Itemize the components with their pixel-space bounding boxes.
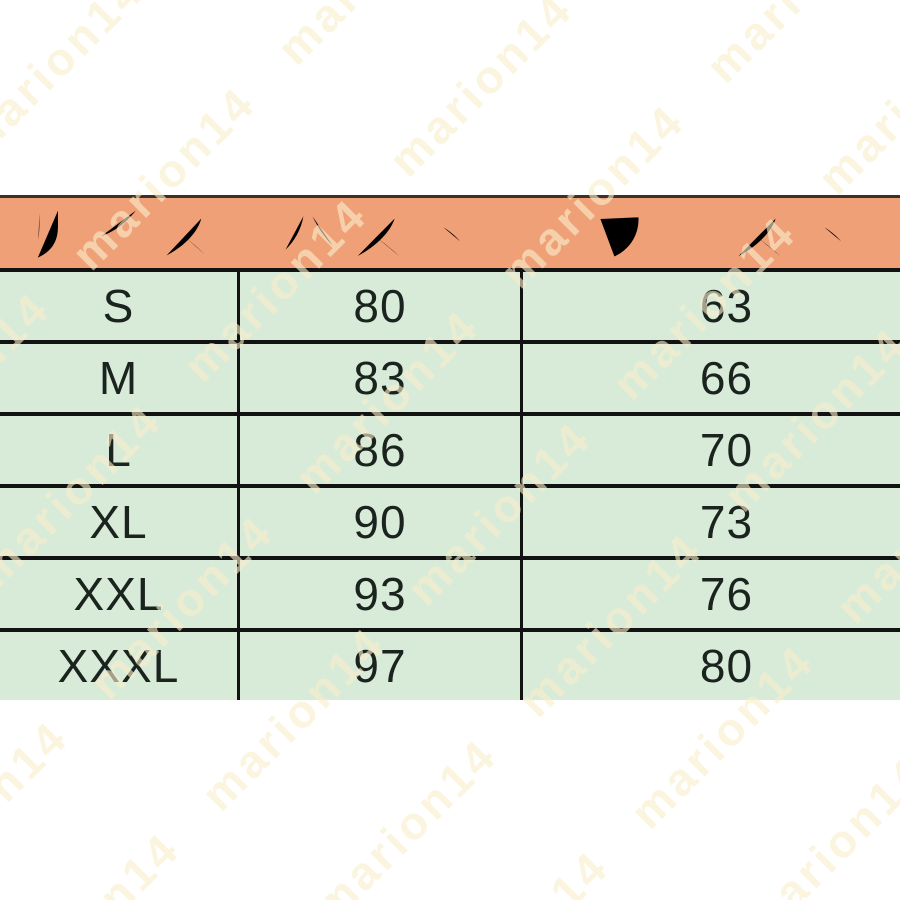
katakana-u-glyph — [592, 204, 648, 262]
size-chart-table: S 80 63 M 83 66 L 86 70 XL 90 73 XXL 93 … — [0, 195, 900, 700]
size-cell: XXXL — [57, 640, 180, 692]
column-header-waist — [520, 198, 900, 268]
katakana-zu-glyph — [161, 204, 217, 262]
bust-cell: 90 — [237, 488, 520, 556]
table-row: M 83 66 — [0, 344, 900, 416]
waist-cell: 70 — [520, 416, 900, 484]
bust-cell: 80 — [237, 272, 520, 340]
katakana-su-glyph — [732, 204, 788, 262]
table-row: L 86 70 — [0, 416, 900, 488]
column-header-bust — [237, 198, 520, 268]
bust-cell: 86 — [237, 416, 520, 484]
katakana-to-glyph — [802, 204, 858, 262]
table-row: XL 90 73 — [0, 488, 900, 560]
table-header-row — [0, 195, 900, 272]
katakana-i-glyph — [91, 204, 147, 262]
size-cell: M — [98, 352, 139, 404]
table-row: XXL 93 76 — [0, 560, 900, 632]
table-row: XXXL 97 80 — [0, 632, 900, 700]
katakana-ba-glyph — [281, 204, 337, 262]
size-cell: XXL — [73, 568, 164, 620]
bust-cell: 93 — [237, 560, 520, 628]
table-row: S 80 63 — [0, 272, 900, 344]
bust-cell: 83 — [237, 344, 520, 412]
waist-cell: 80 — [520, 632, 900, 700]
size-cell: L — [105, 424, 132, 476]
column-header-size — [0, 198, 237, 268]
waist-cell: 66 — [520, 344, 900, 412]
size-cell: XL — [89, 496, 148, 548]
size-cell: S — [102, 280, 135, 332]
waist-cell: 63 — [520, 272, 900, 340]
katakana-e-glyph — [662, 204, 718, 262]
waist-cell: 73 — [520, 488, 900, 556]
bust-cell: 97 — [237, 632, 520, 700]
katakana-sa-glyph — [21, 204, 77, 262]
waist-cell: 76 — [520, 560, 900, 628]
katakana-su-glyph — [351, 204, 407, 262]
katakana-to-glyph — [421, 204, 477, 262]
